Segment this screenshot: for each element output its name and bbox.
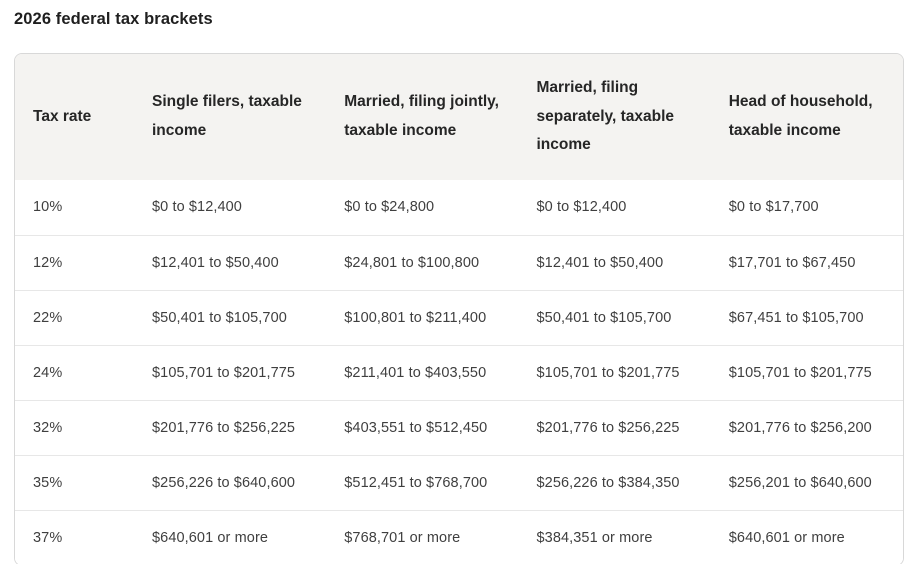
tax-rate-cell: 22% <box>15 289 134 346</box>
column-header-married-separately: Married, filing separately, taxable inco… <box>518 54 711 181</box>
income-range-cell: $201,776 to $256,200 <box>710 399 903 456</box>
income-range-cell: $0 to $17,700 <box>710 180 903 236</box>
income-range-cell: $201,776 to $256,225 <box>518 399 711 456</box>
income-range-cell: $24,801 to $100,800 <box>326 234 519 291</box>
income-range-cell: $105,701 to $201,775 <box>518 344 711 401</box>
table-row: 32% $201,776 to $256,225 $403,551 to $512,… <box>15 399 903 456</box>
tax-rate-cell: 10% <box>15 180 134 236</box>
tax-rate-cell: 35% <box>15 454 134 511</box>
column-header-head-of-household: Head of household, taxable income <box>710 54 903 181</box>
income-range-cell: $17,701 to $67,450 <box>710 234 903 291</box>
table-row: 12% $12,401 to $50,400 $24,801 to $100,800… <box>15 234 903 291</box>
table-row: 37% $640,601 or more $768,701 or more $384,… <box>15 509 903 564</box>
table-header-row: Tax rate Single filers, taxable income Mar… <box>15 54 903 181</box>
tax-rate-cell: 12% <box>15 234 134 291</box>
column-header-married-jointly: Married, filing jointly, taxable income <box>326 54 519 181</box>
income-range-cell: $0 to $12,400 <box>518 180 711 236</box>
column-header-tax-rate: Tax rate <box>15 54 134 181</box>
income-range-cell: $100,801 to $211,400 <box>326 289 519 346</box>
tax-rate-cell: 32% <box>15 399 134 456</box>
tax-brackets-table-card: Tax rate Single filers, taxable income Mar… <box>14 53 904 564</box>
page-title: 2026 federal tax brackets <box>14 10 213 28</box>
income-range-cell: $384,351 or more <box>518 509 711 564</box>
income-range-cell: $12,401 to $50,400 <box>518 234 711 291</box>
income-range-cell: $640,601 or more <box>710 509 903 564</box>
income-range-cell: $12,401 to $50,400 <box>133 234 327 291</box>
income-range-cell: $67,451 to $105,700 <box>710 289 903 346</box>
income-range-cell: $256,201 to $640,600 <box>710 454 903 511</box>
income-range-cell: $50,401 to $105,700 <box>518 289 711 346</box>
income-range-cell: $211,401 to $403,550 <box>326 344 519 401</box>
income-range-cell: $640,601 or more <box>133 509 327 564</box>
income-range-cell: $105,701 to $201,775 <box>710 344 903 401</box>
income-range-cell: $256,226 to $384,350 <box>518 454 711 511</box>
income-range-cell: $403,551 to $512,450 <box>326 399 519 456</box>
tax-rate-cell: 37% <box>15 509 134 564</box>
income-range-cell: $512,451 to $768,700 <box>326 454 519 511</box>
column-header-single-filers: Single filers, taxable income <box>133 54 327 181</box>
table-body: 10% $0 to $12,400 $0 to $24,800 $0 to $12,4… <box>15 180 903 564</box>
income-range-cell: $256,226 to $640,600 <box>133 454 327 511</box>
table-row: 10% $0 to $12,400 $0 to $24,800 $0 to $12,4… <box>15 180 903 236</box>
income-range-cell: $0 to $12,400 <box>133 180 327 236</box>
tax-brackets-table: Tax rate Single filers, taxable income Mar… <box>15 54 903 564</box>
income-range-cell: $201,776 to $256,225 <box>133 399 327 456</box>
income-range-cell: $768,701 or more <box>326 509 519 564</box>
income-range-cell: $50,401 to $105,700 <box>133 289 327 346</box>
income-range-cell: $105,701 to $201,775 <box>133 344 327 401</box>
tax-rate-cell: 24% <box>15 344 134 401</box>
table-header: Tax rate Single filers, taxable income Mar… <box>15 54 903 181</box>
table-row: 22% $50,401 to $105,700 $100,801 to $211,4… <box>15 289 903 346</box>
table-row: 24% $105,701 to $201,775 $211,401 to $403,… <box>15 344 903 401</box>
income-range-cell: $0 to $24,800 <box>326 180 519 236</box>
table-row: 35% $256,226 to $640,600 $512,451 to $768,… <box>15 454 903 511</box>
